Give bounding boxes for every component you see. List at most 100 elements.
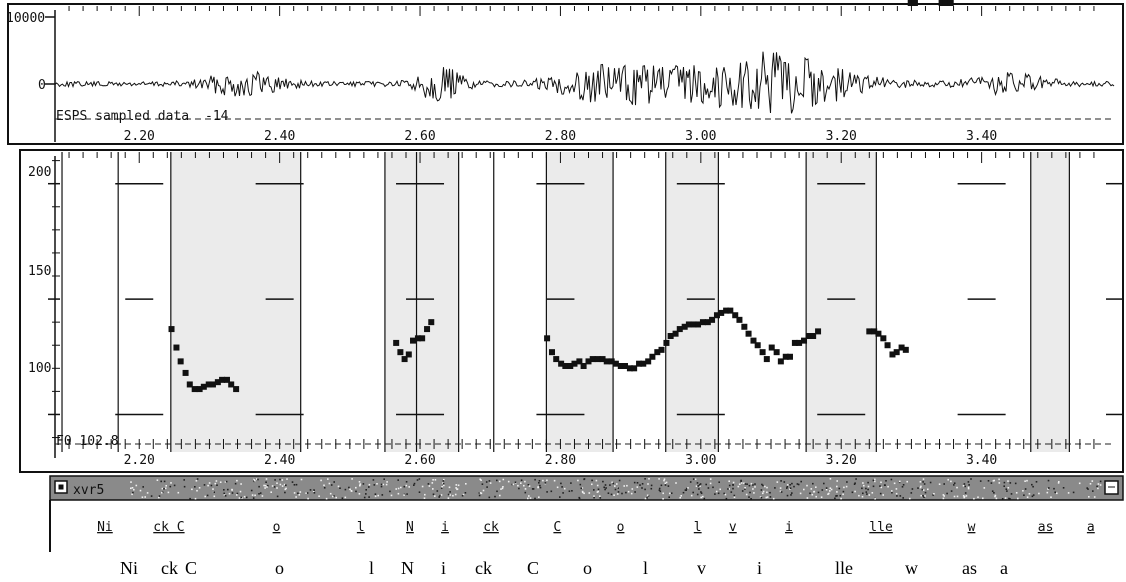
noise-speck: [562, 492, 564, 494]
f0-point: [603, 358, 610, 365]
noise-speck: [896, 495, 898, 497]
noise-speck: [478, 492, 481, 494]
noise-speck: [284, 488, 287, 491]
noise-speck: [457, 484, 460, 487]
noise-speck: [538, 496, 540, 498]
noise-speck: [395, 488, 397, 490]
noise-speck: [612, 482, 615, 485]
title-bar-background: [49, 475, 1124, 501]
noise-speck: [836, 485, 838, 488]
noise-speck: [252, 497, 255, 499]
pitch-time-tick-labels: 2.20 2.40 2.60 2.80 3.00 3.20 3.40: [68, 152, 1095, 468]
noise-speck: [482, 489, 485, 492]
noise-speck: [438, 496, 440, 498]
f0-point: [186, 381, 193, 388]
f0-point: [763, 356, 770, 363]
noise-speck: [599, 495, 601, 497]
noise-speck: [377, 494, 379, 497]
noise-speck: [240, 496, 242, 499]
noise-speck: [335, 496, 337, 499]
noise-speck: [523, 484, 525, 487]
noise-speck: [891, 491, 893, 494]
noise-speck: [1088, 496, 1090, 498]
noise-speck: [496, 490, 498, 493]
noise-speck: [851, 491, 854, 494]
noise-speck: [634, 491, 636, 493]
noise-speck: [779, 490, 782, 493]
noise-speck: [524, 488, 527, 490]
noise-speck: [766, 486, 768, 489]
shaded-interval: [665, 152, 719, 452]
noise-speck: [744, 483, 747, 485]
f0-point: [805, 333, 812, 339]
noise-speck: [694, 478, 697, 481]
noise-speck: [679, 496, 681, 499]
noise-speck: [239, 490, 242, 493]
noise-speck: [440, 494, 443, 496]
f0-point: [414, 335, 421, 342]
noise-speck: [276, 487, 278, 489]
noise-speck: [692, 478, 695, 480]
noise-speck: [709, 478, 712, 480]
f0-point: [636, 360, 643, 367]
noise-speck: [868, 494, 871, 496]
noise-speck: [439, 494, 441, 497]
noise-speck: [791, 492, 793, 494]
f0-point: [214, 379, 221, 386]
noise-speck: [440, 487, 443, 489]
waveform-trace: [54, 51, 1115, 114]
noise-speck: [432, 488, 434, 490]
noise-speck: [421, 485, 424, 488]
noise-speck: [1053, 487, 1055, 490]
noise-speck: [480, 479, 482, 481]
noise-speck: [571, 490, 573, 492]
noise-speck: [922, 478, 925, 480]
noise-speck: [464, 492, 467, 494]
noise-speck: [797, 483, 800, 486]
noise-speck: [902, 497, 904, 499]
noise-speck: [740, 480, 742, 483]
f0-point: [571, 360, 578, 367]
f0-point: [401, 356, 408, 363]
noise-speck: [1006, 490, 1008, 492]
noise-speck: [527, 484, 530, 486]
noise-speck: [160, 480, 162, 483]
noise-speck: [158, 495, 161, 497]
noise-speck: [684, 489, 687, 491]
noise-speck: [164, 487, 167, 490]
noise-speck: [1087, 488, 1089, 490]
noise-speck: [454, 493, 457, 496]
f0-point: [196, 386, 203, 393]
caption-word: as: [962, 558, 977, 578]
noise-speck: [636, 482, 639, 484]
noise-speck: [920, 485, 922, 488]
noise-speck: [427, 483, 430, 485]
noise-speck: [240, 483, 242, 485]
noise-speck: [597, 490, 599, 493]
noise-speck: [663, 479, 665, 482]
noise-speck: [462, 493, 465, 496]
noise-speck: [488, 480, 491, 482]
window-title-bar[interactable]: xvr5: [49, 475, 1124, 501]
noise-speck: [258, 493, 260, 495]
noise-speck: [733, 496, 736, 498]
noise-speck: [1035, 481, 1038, 483]
waveform-tick-label: 2.60: [404, 129, 435, 144]
shaded-interval: [806, 152, 877, 452]
noise-speck: [846, 481, 848, 483]
noise-speck: [906, 480, 908, 483]
noise-speck: [964, 492, 967, 494]
noise-speck: [614, 485, 616, 487]
noise-speck: [1097, 487, 1099, 490]
noise-speck: [512, 483, 515, 486]
noise-speck: [538, 480, 541, 482]
noise-speck: [995, 497, 998, 500]
noise-speck: [1023, 494, 1025, 496]
noise-speck: [582, 491, 584, 494]
noise-speck: [596, 491, 599, 493]
noise-speck: [1056, 492, 1058, 495]
f0-point: [898, 344, 905, 351]
segment-label: l: [694, 520, 702, 535]
noise-speck: [992, 480, 995, 482]
noise-speck: [675, 482, 677, 484]
